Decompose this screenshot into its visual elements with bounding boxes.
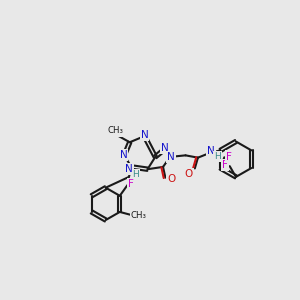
Text: CH₃: CH₃ xyxy=(107,126,123,135)
Text: H: H xyxy=(214,152,221,161)
Text: H: H xyxy=(133,170,139,179)
Text: CH₃: CH₃ xyxy=(130,211,146,220)
Text: N: N xyxy=(161,143,169,153)
Text: F: F xyxy=(128,179,134,189)
Text: O: O xyxy=(167,174,176,184)
Text: CH₃: CH₃ xyxy=(107,127,124,136)
Text: N: N xyxy=(167,152,175,162)
Text: F: F xyxy=(226,152,232,161)
Text: N: N xyxy=(120,150,128,160)
Text: O: O xyxy=(184,169,193,179)
Text: N: N xyxy=(207,146,215,156)
Text: F: F xyxy=(222,160,228,170)
Text: N: N xyxy=(141,130,148,140)
Text: N: N xyxy=(125,164,133,174)
